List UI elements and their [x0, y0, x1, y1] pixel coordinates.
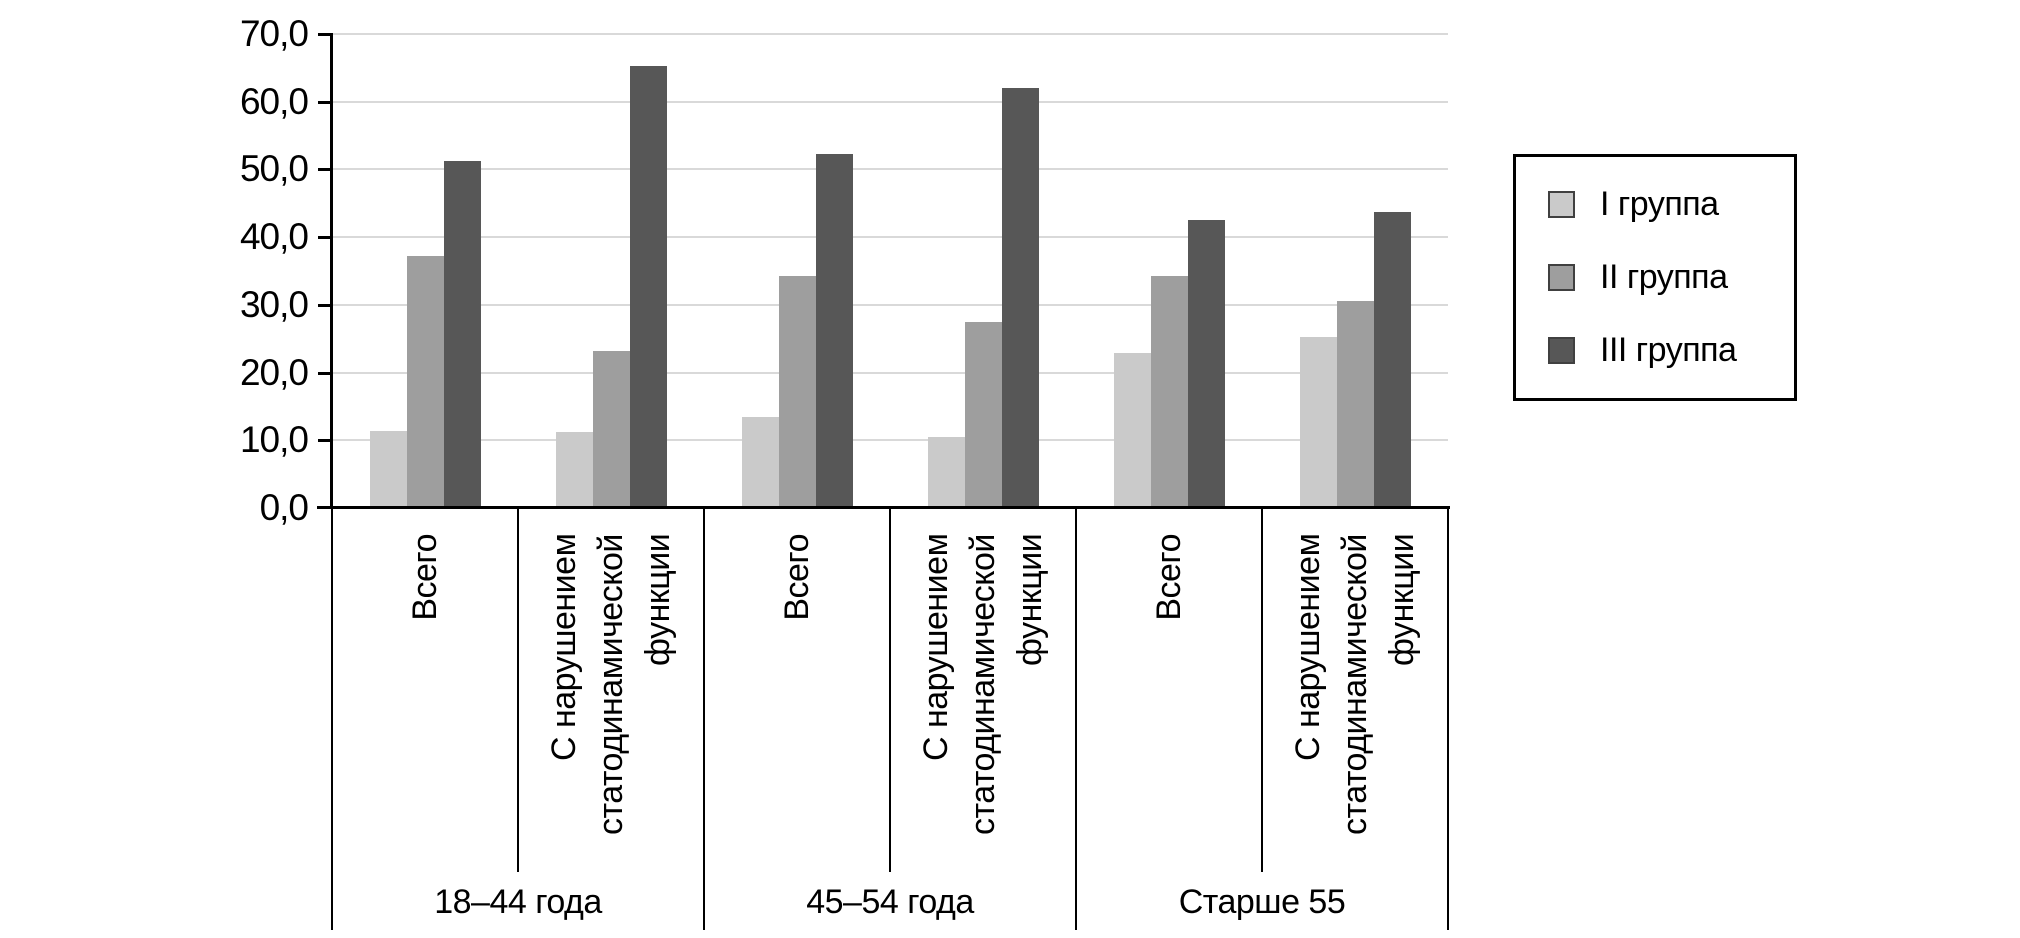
bar: [816, 154, 853, 508]
legend-item: II группа: [1548, 258, 1794, 296]
y-axis-tick-label: 30,0: [239, 284, 309, 325]
bar: [630, 66, 667, 508]
bar: [407, 256, 444, 508]
bar: [444, 161, 481, 508]
group-separator-line: [331, 508, 333, 930]
subcategory-label: Всего: [1149, 534, 1188, 621]
y-axis-tick-label: 0,0: [259, 487, 309, 528]
y-axis-tick-label: 50,0: [239, 148, 309, 189]
gridline: [333, 168, 1448, 170]
y-axis-tick: [318, 168, 332, 171]
subcategory-cell: С нарушением статодинамической функции: [1262, 509, 1448, 872]
bar: [1337, 301, 1374, 508]
bar: [1151, 276, 1188, 508]
group-separator-line: [703, 508, 705, 930]
y-axis-tick-label: 10,0: [239, 419, 309, 460]
group-cell: Старше 55: [1076, 872, 1448, 932]
subcategory-label: С нарушением статодинамической функции: [916, 534, 1049, 835]
group-separator-line: [1075, 508, 1077, 930]
y-axis-tick: [318, 304, 332, 307]
y-axis-tick-label: 70,0: [239, 13, 309, 54]
subcategory-label: С нарушением статодинамической функции: [1288, 534, 1421, 835]
legend-label: III группа: [1600, 331, 1737, 369]
bar: [742, 417, 779, 508]
bar: [1300, 337, 1337, 508]
y-axis-tick: [318, 372, 332, 375]
y-axis-tick-label: 40,0: [239, 216, 309, 257]
gridline: [333, 304, 1448, 306]
gridline: [333, 236, 1448, 238]
bar: [593, 351, 630, 508]
bar: [779, 276, 816, 508]
y-axis-tick-label: 60,0: [239, 81, 309, 122]
bar: [370, 431, 407, 508]
y-axis-line: [330, 33, 333, 509]
gridline: [333, 372, 1448, 374]
legend-item: I группа: [1548, 185, 1794, 223]
group-cell: 18–44 года: [332, 872, 704, 932]
bar: [1114, 353, 1151, 508]
gridline: [333, 101, 1448, 103]
bar: [1374, 212, 1411, 508]
legend-item: III группа: [1548, 331, 1794, 369]
y-axis-tick: [318, 439, 332, 442]
subcategory-separator-line: [1261, 508, 1263, 872]
group-cell: 45–54 года: [704, 872, 1076, 932]
subcategory-label: Всего: [405, 534, 444, 621]
subcategory-label: Всего: [777, 534, 816, 621]
subcategory-cell: Всего: [704, 509, 890, 872]
bar: [1002, 88, 1039, 508]
legend-swatch: [1548, 191, 1575, 218]
y-axis-tick: [318, 236, 332, 239]
legend: I группа II группа III группа: [1513, 154, 1797, 401]
gridline: [333, 33, 1448, 35]
group-label: 18–44 года: [434, 882, 602, 921]
legend-swatch: [1548, 264, 1575, 291]
bar: [965, 322, 1002, 508]
legend-label: I группа: [1600, 185, 1719, 223]
subcategory-cell: Всего: [1076, 509, 1262, 872]
subcategory-label: С нарушением статодинамической функции: [544, 534, 677, 835]
subcategory-separator-line: [517, 508, 519, 872]
y-axis-tick: [318, 33, 332, 36]
subcategory-cell: Всего: [332, 509, 518, 872]
bar: [928, 437, 965, 508]
gridline: [333, 439, 1448, 441]
bar: [556, 432, 593, 508]
legend-label: II группа: [1600, 258, 1728, 296]
y-axis-tick-label: 20,0: [239, 352, 309, 393]
subcategory-cell: С нарушением статодинамической функции: [518, 509, 704, 872]
group-separator-line: [1447, 508, 1449, 930]
x-axis-line: [317, 506, 1450, 509]
group-label: 45–54 года: [806, 882, 974, 921]
subcategory-cell: С нарушением статодинамической функции: [890, 509, 1076, 872]
bar: [1188, 220, 1225, 508]
group-label: Старше 55: [1178, 882, 1346, 921]
subcategory-separator-line: [889, 508, 891, 872]
legend-swatch: [1548, 337, 1575, 364]
y-axis-tick: [318, 101, 332, 104]
